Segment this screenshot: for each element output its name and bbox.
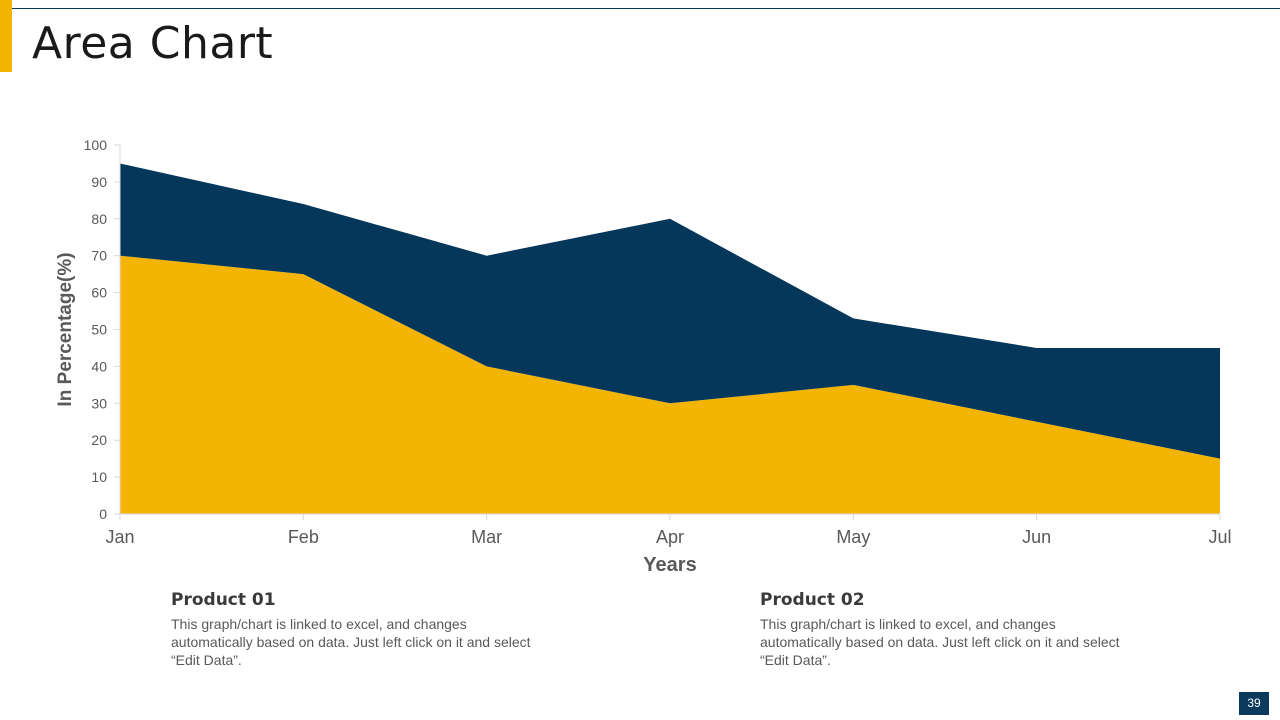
y-tick-label: 10 xyxy=(91,469,107,485)
product-01-note: Product 01 This graph/chart is linked to… xyxy=(171,590,531,669)
title-accent-bar xyxy=(0,0,12,72)
y-tick-label: 20 xyxy=(91,432,107,448)
x-tick-label: Feb xyxy=(288,527,319,547)
product-02-text: This graph/chart is linked to excel, and… xyxy=(760,616,1120,668)
y-tick-label: 0 xyxy=(99,506,107,522)
area-chart[interactable]: 0 10 20 30 40 50 60 70 80 90 100 Jan Feb Mar Apr May Jun… xyxy=(0,0,1280,600)
product-01-heading: Product 01 xyxy=(171,590,276,610)
product-02-heading: Product 02 xyxy=(760,590,865,610)
x-tick-label: Mar xyxy=(471,527,502,547)
x-axis-title: Years xyxy=(643,554,696,576)
y-tick-label: 30 xyxy=(91,395,107,411)
y-tick-label: 100 xyxy=(84,137,108,153)
x-tick-label: Jul xyxy=(1208,527,1231,547)
series-product-02-area[interactable] xyxy=(120,163,1220,459)
y-axis-title: In Percentage(%) xyxy=(55,252,76,406)
x-tick-label: May xyxy=(836,527,870,547)
y-tick-label: 40 xyxy=(91,358,107,374)
y-tick-label: 50 xyxy=(91,322,107,338)
y-tick-label: 70 xyxy=(91,248,107,264)
x-tick-label: Apr xyxy=(656,527,684,547)
page-number: 39 xyxy=(1239,692,1269,715)
y-tick-label: 90 xyxy=(91,174,107,190)
y-tick-label: 60 xyxy=(91,285,107,301)
slide-title: Area Chart xyxy=(32,18,274,69)
top-divider xyxy=(12,8,1280,9)
y-tick-label: 80 xyxy=(91,211,107,227)
product-01-text: This graph/chart is linked to excel, and… xyxy=(171,616,531,668)
product-02-note: Product 02 This graph/chart is linked to… xyxy=(760,590,1120,669)
x-tick-label: Jun xyxy=(1022,527,1051,547)
x-tick-label: Jan xyxy=(105,527,134,547)
